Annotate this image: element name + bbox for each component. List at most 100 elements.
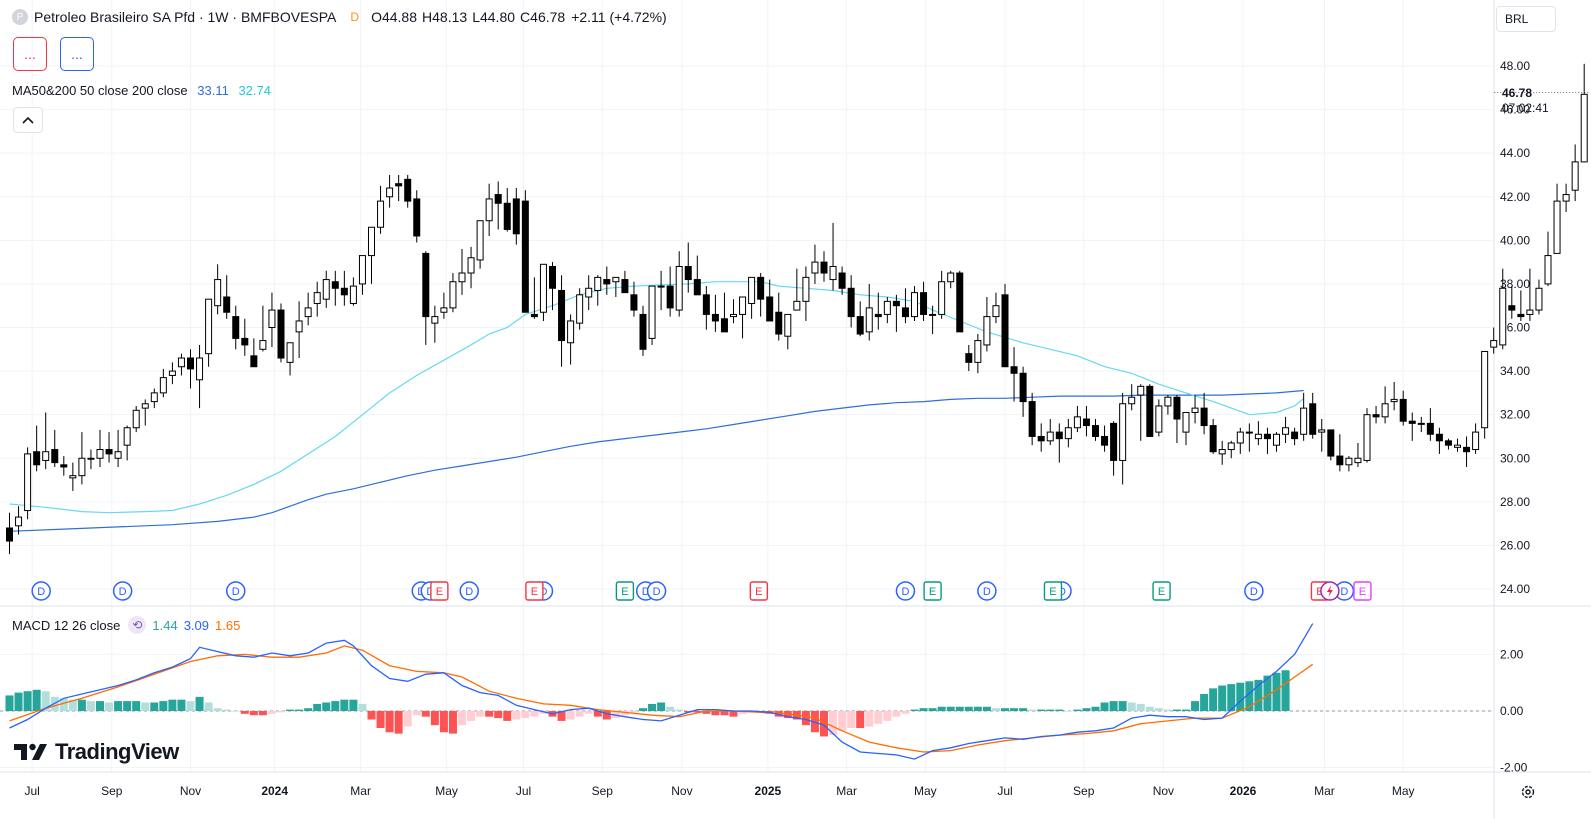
candle[interactable] bbox=[1517, 290, 1525, 321]
candle[interactable] bbox=[1417, 416, 1425, 433]
candle[interactable] bbox=[431, 305, 439, 343]
candle[interactable] bbox=[530, 277, 538, 319]
candle[interactable] bbox=[1173, 395, 1181, 443]
dividend-marker[interactable]: D bbox=[31, 581, 51, 601]
candle[interactable] bbox=[1263, 427, 1271, 454]
candle[interactable] bbox=[259, 305, 267, 352]
candle[interactable] bbox=[476, 220, 484, 269]
candle[interactable] bbox=[114, 429, 122, 467]
candle[interactable] bbox=[1526, 268, 1534, 321]
candle[interactable] bbox=[33, 425, 41, 472]
dividend-marker[interactable]: D bbox=[646, 581, 667, 601]
candle[interactable] bbox=[1164, 395, 1172, 415]
candle[interactable] bbox=[223, 275, 231, 319]
candle[interactable] bbox=[358, 255, 366, 295]
candle[interactable] bbox=[711, 294, 719, 332]
candle[interactable] bbox=[1137, 384, 1145, 441]
candle[interactable] bbox=[78, 432, 86, 485]
earnings-marker[interactable]: E bbox=[615, 581, 635, 601]
candle[interactable] bbox=[60, 456, 68, 476]
candle[interactable] bbox=[684, 242, 692, 293]
candle[interactable] bbox=[440, 292, 448, 319]
candle[interactable] bbox=[1363, 408, 1371, 463]
earnings-marker[interactable]: E bbox=[430, 581, 449, 601]
candle[interactable] bbox=[1490, 327, 1498, 354]
candle[interactable] bbox=[1336, 434, 1344, 472]
candle[interactable] bbox=[1128, 384, 1136, 411]
candle[interactable] bbox=[1508, 286, 1516, 319]
candle[interactable] bbox=[168, 362, 176, 385]
candle[interactable] bbox=[612, 276, 620, 297]
candle[interactable] bbox=[1327, 429, 1335, 461]
candle[interactable] bbox=[1055, 423, 1063, 463]
candle[interactable] bbox=[1282, 416, 1290, 443]
candle[interactable] bbox=[965, 344, 973, 372]
ma-legend[interactable]: MA50&200 50 close 200 close 33.11 32.74 bbox=[12, 83, 271, 98]
candle[interactable] bbox=[1580, 63, 1588, 163]
candle[interactable] bbox=[1218, 440, 1226, 465]
candle[interactable] bbox=[150, 388, 158, 409]
candle[interactable] bbox=[1481, 350, 1489, 439]
candle[interactable] bbox=[277, 303, 285, 363]
candle[interactable] bbox=[1155, 399, 1163, 437]
candle[interactable] bbox=[1499, 268, 1507, 350]
candle[interactable] bbox=[748, 276, 756, 319]
candle[interactable] bbox=[159, 368, 167, 398]
candle[interactable] bbox=[1101, 425, 1109, 452]
candle[interactable] bbox=[458, 249, 466, 295]
candle[interactable] bbox=[1073, 405, 1081, 433]
candle[interactable] bbox=[775, 292, 783, 341]
candle[interactable] bbox=[205, 298, 213, 367]
candle[interactable] bbox=[1408, 412, 1416, 441]
candle[interactable] bbox=[512, 188, 520, 245]
candle[interactable] bbox=[494, 181, 502, 230]
candle[interactable] bbox=[6, 512, 13, 555]
candle[interactable] bbox=[1300, 392, 1308, 441]
dividend-marker[interactable]: D bbox=[459, 581, 479, 601]
candle[interactable] bbox=[1390, 381, 1398, 411]
candle[interactable] bbox=[675, 251, 683, 317]
candle[interactable] bbox=[87, 449, 95, 470]
candle[interactable] bbox=[730, 299, 737, 324]
candle[interactable] bbox=[549, 262, 556, 311]
candle[interactable] bbox=[1544, 231, 1552, 287]
candle[interactable] bbox=[1182, 411, 1190, 446]
candle[interactable] bbox=[1110, 421, 1118, 476]
candle[interactable] bbox=[422, 251, 430, 345]
candle[interactable] bbox=[1444, 438, 1452, 450]
candle[interactable] bbox=[404, 174, 412, 208]
earnings-marker[interactable]: E bbox=[525, 581, 544, 601]
candle[interactable] bbox=[1146, 384, 1154, 437]
candle[interactable] bbox=[214, 264, 222, 315]
candle[interactable] bbox=[386, 174, 394, 208]
candle[interactable] bbox=[1119, 392, 1127, 485]
dividend-marker[interactable]: D bbox=[112, 581, 133, 601]
candle[interactable] bbox=[232, 305, 240, 350]
candle[interactable] bbox=[820, 251, 828, 282]
candle[interactable] bbox=[1463, 436, 1471, 467]
candle[interactable] bbox=[992, 292, 1000, 324]
candle[interactable] bbox=[1064, 419, 1072, 448]
candle[interactable] bbox=[1019, 366, 1027, 417]
candle[interactable] bbox=[648, 285, 656, 345]
currency-selector[interactable]: BRL bbox=[1496, 6, 1556, 32]
candle[interactable] bbox=[1399, 390, 1407, 426]
candle[interactable] bbox=[702, 286, 710, 330]
candle[interactable] bbox=[1381, 386, 1389, 424]
more-button-red[interactable]: ... bbox=[13, 37, 47, 71]
candle[interactable] bbox=[1426, 408, 1434, 441]
candle[interactable] bbox=[865, 283, 873, 341]
candle[interactable] bbox=[96, 429, 104, 467]
candle[interactable] bbox=[693, 255, 701, 296]
candle[interactable] bbox=[1571, 144, 1579, 202]
candle[interactable] bbox=[892, 294, 900, 332]
candle[interactable] bbox=[829, 222, 837, 291]
candle[interactable] bbox=[594, 275, 602, 306]
dividend-marker[interactable]: D bbox=[977, 581, 997, 601]
candle[interactable] bbox=[268, 292, 276, 348]
candle[interactable] bbox=[920, 281, 928, 321]
candle[interactable] bbox=[1046, 419, 1054, 446]
candle[interactable] bbox=[132, 405, 140, 433]
candle[interactable] bbox=[1227, 440, 1235, 459]
